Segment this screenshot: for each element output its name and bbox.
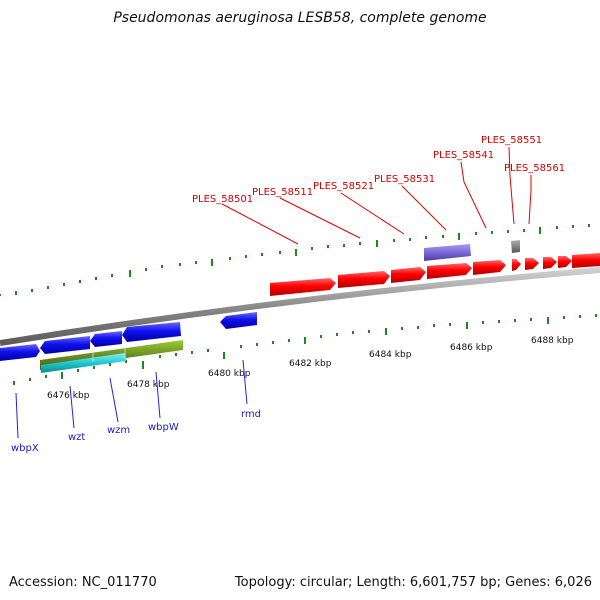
gene-label-reverse[interactable]: wbpX	[11, 443, 39, 454]
gene-label-forward[interactable]: PLES_58551	[481, 135, 542, 146]
gene-label-reverse[interactable]: wbpW	[148, 422, 179, 433]
reverse-gene-track	[0, 312, 257, 361]
forward-gene-arrow[interactable]	[391, 267, 426, 283]
scale-label: 6480 kbp	[208, 369, 251, 379]
forward-gene-arrow[interactable]	[572, 253, 600, 268]
forward-gene-track	[270, 253, 600, 296]
lower-tick-track	[13, 314, 597, 385]
feature-block-cyan[interactable]	[41, 353, 126, 373]
gene-label-forward[interactable]: PLES_58521	[313, 181, 374, 192]
gene-label-forward[interactable]: PLES_58541	[433, 150, 494, 161]
scale-label: 6488 kbp	[531, 336, 574, 346]
genome-summary-text: Topology: circular; Length: 6,601,757 bp…	[234, 575, 592, 590]
scale-label: 6482 kbp	[289, 359, 332, 369]
forward-label-leaders	[221, 146, 532, 245]
forward-gene-arrow[interactable]	[270, 278, 336, 296]
forward-feature-block[interactable]	[424, 244, 471, 261]
forward-gene-arrow[interactable]	[512, 259, 521, 271]
map-title: Pseudomonas aeruginosa LESB58, complete …	[113, 10, 487, 26]
scale-label: 6486 kbp	[450, 343, 493, 353]
scale-label: 6484 kbp	[369, 350, 412, 360]
pseudogene-block[interactable]	[511, 240, 520, 253]
gene-label-forward[interactable]: PLES_58561	[504, 163, 565, 174]
genome-backbone	[0, 267, 600, 346]
gene-label-forward[interactable]: PLES_58511	[252, 187, 313, 198]
accession-text: Accession: NC_011770	[9, 575, 157, 590]
scale-label: 6476 kbp	[47, 391, 90, 401]
forward-gene-arrow[interactable]	[558, 256, 572, 268]
scale-label: 6478 kbp	[127, 380, 170, 390]
upper-tick-track	[0, 224, 590, 296]
forward-gene-arrow[interactable]	[338, 271, 390, 288]
gene-label-reverse[interactable]: rmd	[241, 409, 261, 420]
reverse-gene-arrow[interactable]	[122, 322, 181, 342]
reverse-gene-arrow[interactable]	[90, 331, 122, 347]
gene-label-forward[interactable]: PLES_58501	[192, 194, 253, 205]
reverse-feature-track	[40, 340, 183, 373]
gene-label-reverse[interactable]: wzt	[68, 432, 85, 443]
forward-gene-arrow[interactable]	[525, 258, 539, 270]
gene-label-reverse[interactable]: wzm	[107, 425, 130, 436]
reverse-label-leaders	[15, 359, 248, 439]
forward-gene-arrow[interactable]	[543, 257, 557, 269]
gene-label-forward[interactable]: PLES_58531	[374, 174, 435, 185]
reverse-gene-arrow[interactable]	[220, 312, 257, 329]
reverse-gene-arrow[interactable]	[0, 344, 40, 361]
forward-gene-arrow[interactable]	[473, 260, 506, 275]
forward-gene-arrow[interactable]	[427, 263, 472, 279]
reverse-gene-arrow[interactable]	[40, 336, 90, 354]
